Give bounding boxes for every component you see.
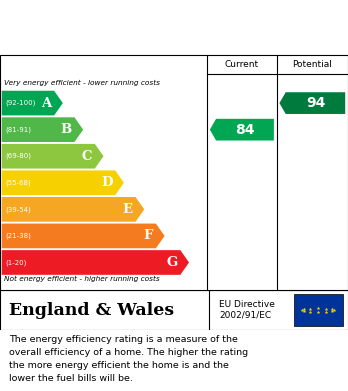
Text: 84: 84	[235, 123, 255, 137]
Text: A: A	[41, 97, 52, 109]
Text: (92-100): (92-100)	[5, 100, 35, 106]
Polygon shape	[2, 117, 83, 142]
Text: E: E	[123, 203, 133, 216]
Text: D: D	[101, 176, 112, 189]
Text: (39-54): (39-54)	[5, 206, 31, 213]
Text: (69-80): (69-80)	[5, 153, 31, 160]
Text: Not energy efficient - higher running costs: Not energy efficient - higher running co…	[4, 276, 160, 282]
Text: B: B	[61, 123, 72, 136]
Text: Very energy efficient - lower running costs: Very energy efficient - lower running co…	[4, 80, 160, 86]
Polygon shape	[2, 170, 124, 195]
Text: 94: 94	[306, 96, 325, 110]
Polygon shape	[2, 250, 189, 275]
Text: Energy Efficiency Rating: Energy Efficiency Rating	[9, 20, 211, 35]
Bar	[294, 294, 343, 326]
Polygon shape	[2, 197, 144, 222]
Text: (81-91): (81-91)	[5, 126, 31, 133]
Polygon shape	[2, 224, 165, 248]
Text: (55-68): (55-68)	[5, 179, 31, 186]
Polygon shape	[210, 119, 274, 140]
Polygon shape	[279, 92, 345, 114]
Text: EU Directive
2002/91/EC: EU Directive 2002/91/EC	[219, 300, 275, 319]
Text: C: C	[81, 150, 92, 163]
Text: F: F	[144, 230, 153, 242]
Text: England & Wales: England & Wales	[9, 302, 174, 319]
Text: Current: Current	[225, 60, 259, 69]
Text: The energy efficiency rating is a measure of the
overall efficiency of a home. T: The energy efficiency rating is a measur…	[9, 335, 248, 383]
Polygon shape	[2, 144, 104, 169]
Text: (21-38): (21-38)	[5, 233, 31, 239]
Polygon shape	[2, 91, 63, 115]
Text: (1-20): (1-20)	[5, 259, 26, 266]
Text: G: G	[166, 256, 177, 269]
Text: Potential: Potential	[292, 60, 332, 69]
